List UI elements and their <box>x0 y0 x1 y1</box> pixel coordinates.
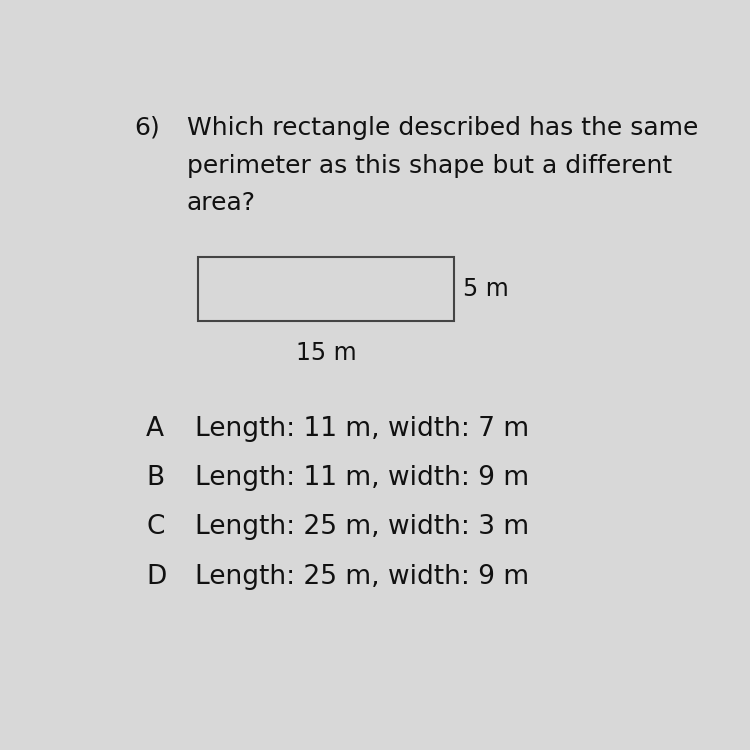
Text: Length: 25 m, width: 9 m: Length: 25 m, width: 9 m <box>196 563 530 590</box>
Text: 15 m: 15 m <box>296 341 356 365</box>
Text: area?: area? <box>187 191 256 215</box>
Text: 6): 6) <box>134 116 160 140</box>
Text: A: A <box>146 416 164 442</box>
Text: Length: 11 m, width: 7 m: Length: 11 m, width: 7 m <box>196 416 530 442</box>
Text: Length: 11 m, width: 9 m: Length: 11 m, width: 9 m <box>196 465 530 491</box>
Text: B: B <box>146 465 164 491</box>
Text: D: D <box>146 563 166 590</box>
Text: C: C <box>146 514 164 541</box>
Text: 5 m: 5 m <box>463 278 509 302</box>
Text: perimeter as this shape but a different: perimeter as this shape but a different <box>187 154 672 178</box>
Text: Which rectangle described has the same: Which rectangle described has the same <box>187 116 698 140</box>
Bar <box>198 257 454 321</box>
Text: Length: 25 m, width: 3 m: Length: 25 m, width: 3 m <box>196 514 530 541</box>
